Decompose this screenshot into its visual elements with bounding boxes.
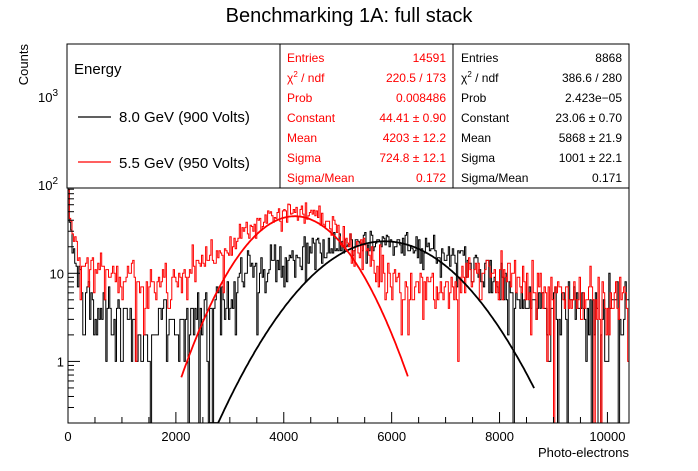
- x-axis: 0 2000 4000 6000 8000 10000: [64, 412, 626, 444]
- stats-row-name: Constant: [287, 111, 336, 125]
- stats-row-name: Constant: [461, 111, 510, 125]
- stats-row-value: 4203 ± 12.2: [383, 131, 447, 145]
- stats-row-name: Entries: [461, 51, 498, 65]
- x-tick-label: 10000: [589, 429, 625, 444]
- stats-row-name: Sigma: [461, 151, 495, 165]
- stats-row-name: Mean: [461, 131, 491, 145]
- stats-row-value: 14591: [413, 51, 447, 65]
- legend-label-8gev: 8.0 GeV (900 Volts): [119, 109, 250, 126]
- stats-row-value: 1001 ± 22.1: [559, 151, 623, 165]
- stats-row-value: 23.06 ± 0.70: [555, 111, 622, 125]
- stats-row-name: Sigma/Mean: [287, 171, 354, 185]
- series-layer: [68, 189, 629, 423]
- stats-row-value: 386.6 / 280: [562, 71, 622, 85]
- stats-row-value: 220.5 / 173: [386, 71, 446, 85]
- stats-box-8gev: Entries 8868 χ2 / ndf 386.6 / 280 Prob 2.423e…: [452, 43, 630, 189]
- y-axis-label: Counts: [16, 44, 31, 86]
- stats-row-name: χ2 / ndf: [287, 70, 325, 85]
- stats-row-value: 0.008486: [396, 91, 446, 105]
- stats-row-value: 0.171: [592, 171, 622, 185]
- histogram-5gev: [68, 189, 629, 423]
- stats-row-name: Prob: [461, 91, 487, 105]
- x-tick-label: 0: [64, 429, 71, 444]
- stats-row-value: 5868 ± 21.9: [559, 131, 623, 145]
- stats-row-value: 8868: [595, 51, 622, 65]
- legend-title: Energy: [74, 61, 122, 78]
- stats-row-name: Prob: [287, 91, 313, 105]
- stats-row-value: 0.172: [416, 171, 446, 185]
- fit-layer: [180, 215, 535, 423]
- chart-title: Benchmarking 1A: full stack: [226, 5, 474, 27]
- legend-box: [66, 43, 281, 189]
- legend: Energy 8.0 GeV (900 Volts) 5.5 GeV (950 …: [66, 43, 281, 189]
- x-axis-label: Photo-electrons: [538, 445, 630, 460]
- x-tick-label: 6000: [377, 429, 406, 444]
- x-tick-label: 4000: [269, 429, 298, 444]
- stats-row-value: 44.41 ± 0.90: [379, 111, 446, 125]
- y-tick-label: 1: [57, 354, 64, 369]
- stats-box-5gev-frame: [279, 43, 454, 189]
- stats-row-name: Sigma: [287, 151, 321, 165]
- legend-label-5gev: 5.5 GeV (950 Volts): [119, 155, 250, 172]
- x-tick-label: 2000: [161, 429, 190, 444]
- stats-row-name: Mean: [287, 131, 317, 145]
- stats-row-name: χ2 / ndf: [461, 70, 499, 85]
- fit-curve-8gev: [208, 240, 535, 423]
- y-tick-label: 10: [50, 266, 64, 281]
- histogram-8gev: [68, 189, 629, 423]
- stats-box-5gev: Entries 14591 χ2 / ndf 220.5 / 173 Prob 0.008…: [279, 43, 454, 189]
- x-tick-label: 8000: [485, 429, 514, 444]
- stats-row-name: Entries: [287, 51, 324, 65]
- stats-row-value: 2.423e−05: [565, 91, 622, 105]
- fit-curve-5gev: [180, 215, 409, 378]
- stats-row-name: Sigma/Mean: [461, 171, 528, 185]
- stats-box-8gev-frame: [452, 43, 630, 189]
- stats-row-value: 724.8 ± 12.1: [379, 151, 446, 165]
